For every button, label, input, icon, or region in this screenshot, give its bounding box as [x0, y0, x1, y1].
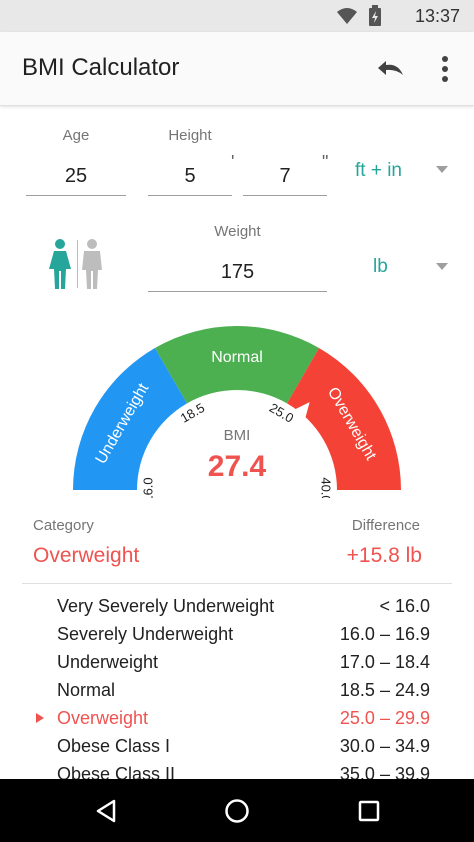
category-name: Underweight: [57, 652, 159, 672]
height-feet-input[interactable]: 5: [148, 156, 232, 196]
height-unit-dropdown-icon[interactable]: [436, 166, 448, 173]
gauge-segment-overweight: [287, 347, 401, 490]
table-row: Very Severely Underweight < 16.0: [0, 596, 474, 624]
undo-icon: [378, 61, 403, 75]
bmi-value: 27.4: [207, 450, 267, 483]
category-name: Obese Class I: [57, 736, 171, 756]
bmi-label: BMI: [223, 427, 251, 444]
weight-unit-dropdown-icon[interactable]: [436, 263, 448, 270]
wifi-icon: [337, 8, 357, 24]
battery-charging-icon: [369, 5, 381, 26]
inch-mark: ": [322, 152, 329, 172]
category-label: Category: [33, 517, 94, 534]
category-range: 17.0 – 18.4: [339, 652, 430, 672]
status-bar: 13:37: [0, 0, 474, 32]
app-title: BMI Calculator: [22, 54, 180, 81]
app-bar: BMI Calculator: [0, 32, 474, 106]
category-name: Severely Underweight: [57, 624, 234, 644]
table-row: Overweight 25.0 – 29.9: [0, 708, 474, 736]
female-icon: [49, 239, 71, 289]
table-row: Normal 18.5 – 24.9: [0, 680, 474, 708]
more-vert-icon: [442, 56, 448, 82]
height-unit-select[interactable]: ft + in: [355, 160, 402, 181]
category-name: Very Severely Underweight: [57, 596, 275, 616]
gauge-needle: [294, 402, 310, 419]
table-row: Obese Class I 30.0 – 34.9: [0, 736, 474, 764]
table-row: Severely Underweight 16.0 – 16.9: [0, 624, 474, 652]
height-label: Height: [168, 127, 212, 144]
weight-unit-select[interactable]: lb: [373, 256, 388, 277]
divider: [22, 583, 452, 584]
gauge-label-normal: Normal: [211, 349, 263, 366]
gauge-segment-underweight: [73, 347, 187, 490]
difference-value: +15.8 lb: [346, 544, 422, 567]
gauge-tick-label: 16.0: [140, 477, 155, 498]
back-icon[interactable]: [94, 799, 118, 823]
weight-label: Weight: [214, 223, 261, 240]
gender-divider: [77, 240, 78, 288]
gauge-segment-normal: [155, 326, 319, 404]
gender-female-toggle[interactable]: [44, 238, 76, 290]
status-icons: [336, 5, 382, 27]
category-name: Overweight: [57, 708, 149, 728]
weight-input[interactable]: 175: [148, 252, 327, 292]
category-name: Normal: [57, 680, 116, 700]
category-range: 25.0 – 29.9: [339, 708, 430, 728]
category-range: < 16.0: [379, 596, 430, 616]
more-options-button[interactable]: [432, 52, 458, 86]
home-icon[interactable]: [224, 798, 250, 824]
category-range: 18.5 – 24.9: [339, 680, 430, 700]
difference-label: Difference: [351, 517, 420, 534]
gender-male-toggle[interactable]: [80, 238, 104, 290]
undo-button[interactable]: [372, 54, 408, 84]
gauge-tick-label: 40.0: [319, 477, 334, 498]
status-time: 13:37: [414, 6, 460, 26]
current-category-arrow-icon: [36, 713, 44, 723]
feet-mark: ': [231, 152, 235, 172]
navigation-bar: [0, 779, 474, 842]
height-inches-input[interactable]: 7: [243, 156, 327, 196]
category-range: 30.0 – 34.9: [339, 736, 430, 756]
table-row: Underweight 17.0 – 18.4: [0, 652, 474, 680]
category-value: Overweight: [33, 544, 140, 567]
recents-icon[interactable]: [357, 799, 381, 823]
age-label: Age: [62, 127, 90, 144]
age-input[interactable]: 25: [26, 156, 126, 196]
male-icon: [82, 239, 102, 289]
category-range: 16.0 – 16.9: [339, 624, 430, 644]
